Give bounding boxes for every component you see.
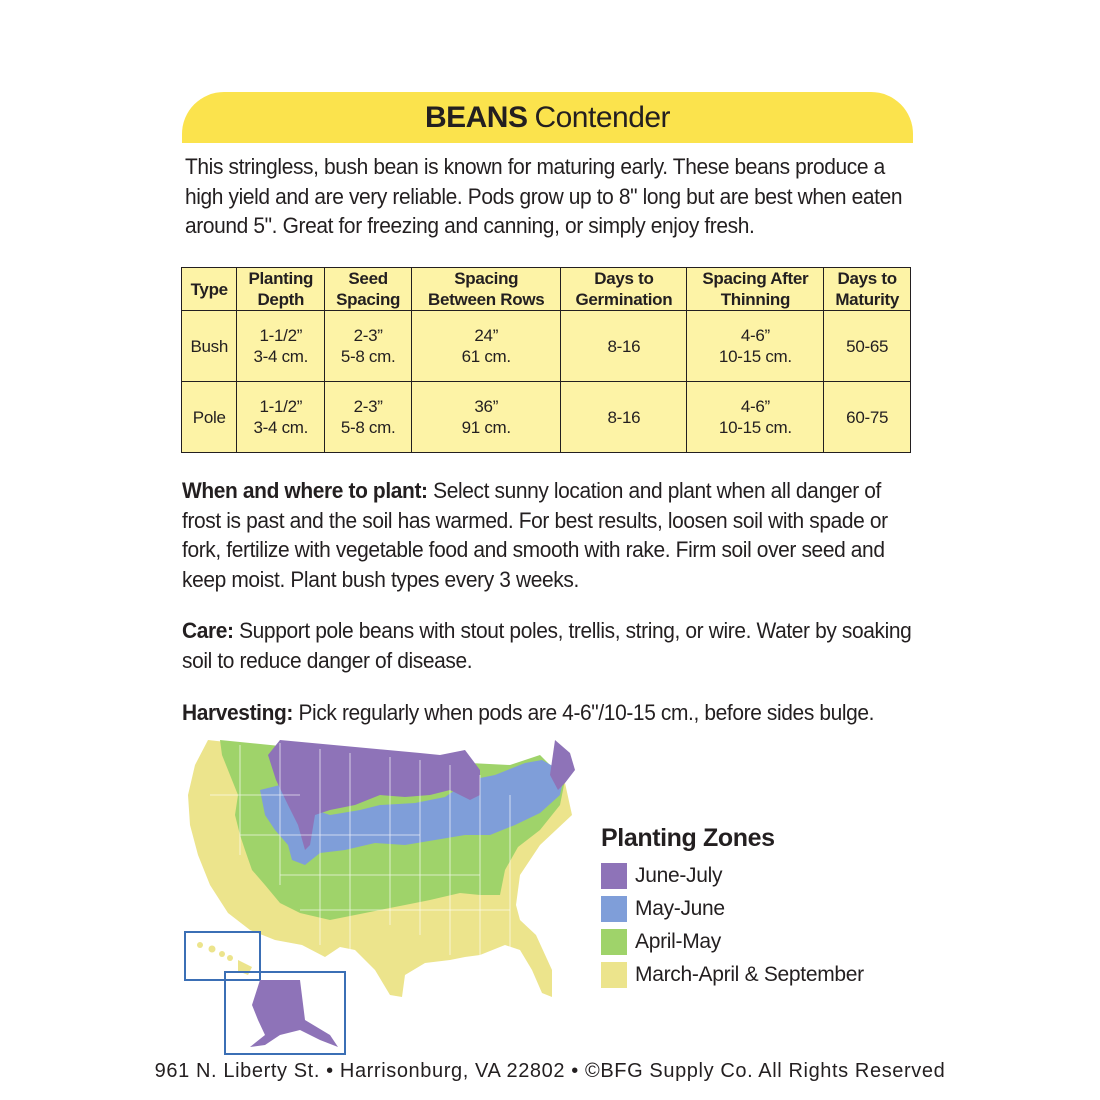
cell-text: 60-75 [846,407,889,427]
legend-item: May-June [601,892,864,925]
alaska-inset-frame [224,971,346,1055]
cell-text: 91 cm. [461,418,512,437]
cell-text: 3-4 cm. [253,347,309,366]
legend-title: Planting Zones [601,824,775,852]
zone-purple-northeast [550,740,575,790]
cell-text: 8-16 [607,407,641,427]
table-row: Pole 1-1/2” 3-4 cm. 2-3” 5-8 cm. 36” 91 cm. 8-1… [180,381,911,453]
header-text: Type [190,279,229,299]
legend-swatch [601,895,627,922]
table-cell: 4-6” 10-15 cm. [686,310,825,382]
header-text: Seed [348,269,388,288]
legend-item: March-April & September [601,958,864,991]
crop-name: BEANS [424,100,528,134]
cell-text: 1-1/2” [259,397,303,416]
harvesting-text: Pick regularly when pods are 4-6"/10-15 … [293,700,875,725]
table-header-cell: Spacing After Thinning [686,267,825,311]
legend-swatch [601,928,627,955]
when-where-label: When and where to plant: [182,478,428,503]
table-cell: 1-1/2” 3-4 cm. [236,310,326,382]
table-cell: 60-75 [823,381,911,453]
table-cell: 36” 91 cm. [411,381,562,453]
table-header-cell: Type [180,267,238,311]
table-header-row: Type Planting Depth Seed Spacing Spacing Betwe… [180,267,911,311]
cell-text: 5-8 cm. [340,347,396,366]
legend-label: April-May [635,929,721,953]
cell-text: 10-15 cm. [718,347,792,366]
table-cell: 1-1/2” 3-4 cm. [236,381,326,453]
table-header-cell: Planting Depth [236,267,326,311]
care-label: Care: [182,618,234,643]
header-text: Days to [594,269,654,288]
hawaii-inset-frame [184,931,261,981]
when-where-paragraph: When and where to plant: Select sunny lo… [182,476,912,594]
table-header-cell: Spacing Between Rows [411,267,562,311]
header-text: Spacing [336,290,401,309]
harvesting-label: Harvesting: [182,700,294,725]
cell-text: 10-15 cm. [718,418,792,437]
header-text: Spacing [454,269,519,288]
care-text: Support pole beans with stout poles, tre… [182,618,912,673]
legend-label: May-June [635,896,725,920]
cell-text: 50-65 [846,336,889,356]
header-text: Between Rows [428,290,545,309]
table-cell: 8-16 [560,310,688,382]
planting-table: Type Planting Depth Seed Spacing Spacing Betwe… [180,267,911,453]
table-cell: 2-3” 5-8 cm. [324,310,413,382]
table-row: Bush 1-1/2” 3-4 cm. 2-3” 5-8 cm. 24” 61 cm. 8-1… [180,310,911,382]
header-text: Thinning [720,290,791,309]
cell-text: 2-3” [353,397,383,416]
state-borders [210,743,511,955]
legend-swatch [601,961,627,988]
table-cell: 2-3” 5-8 cm. [324,381,413,453]
cell-text: Pole [192,407,226,427]
care-paragraph: Care: Support pole beans with stout pole… [182,616,912,675]
cell-text: 4-6” [740,326,770,345]
title-banner: BEANS Contender [182,92,913,143]
header-text: Depth [257,290,305,309]
hawaii-islands [197,942,252,975]
cell-text: 4-6” [740,397,770,416]
cell-text: 1-1/2” [259,326,303,345]
table-header-cell: Seed Spacing [324,267,413,311]
planting-zones-map [184,740,575,1055]
table-cell: 50-65 [823,310,911,382]
when-where-text: Select sunny location and plant when all… [182,478,888,592]
table-cell: 8-16 [560,381,688,453]
header-text: Spacing After [702,269,809,288]
legend-label: March-April & September [635,962,864,986]
zone-blue [260,760,565,865]
legend-swatch [601,862,627,889]
harvesting-paragraph: Harvesting: Pick regularly when pods are… [182,698,912,728]
cell-text: 36” [474,397,499,416]
header-text: Planting [248,269,314,288]
footer-address: 961 N. Liberty St. • Harrisonburg, VA 22… [154,1060,946,1082]
alaska-shape [250,980,338,1047]
cell-text: 24” [474,326,499,345]
legend-label: June-July [635,863,723,887]
cell-text: 5-8 cm. [340,418,396,437]
table-cell: Bush [180,310,238,382]
zone-purple [268,740,480,850]
table-cell: Pole [180,381,238,453]
legend-item: June-July [601,859,864,892]
table-cell: 24” 61 cm. [411,310,562,382]
cell-text: Bush [190,336,228,356]
variety-name: Contender [534,100,671,134]
planting-zones-legend: Planting Zones June-July May-June April-Ma… [601,824,864,991]
table-header-cell: Days to Germination [560,267,688,311]
header-text: Germination [575,290,673,309]
table-cell: 4-6” 10-15 cm. [686,381,825,453]
cell-text: 3-4 cm. [253,418,309,437]
header-text: Maturity [835,290,900,309]
intro-text: This stringless, bush bean is known for … [185,154,903,238]
cell-text: 8-16 [607,336,641,356]
cell-text: 2-3” [353,326,383,345]
legend-item: April-May [601,925,864,958]
cell-text: 61 cm. [461,347,512,366]
table-header-cell: Days to Maturity [823,267,911,311]
header-text: Days to [837,269,898,288]
